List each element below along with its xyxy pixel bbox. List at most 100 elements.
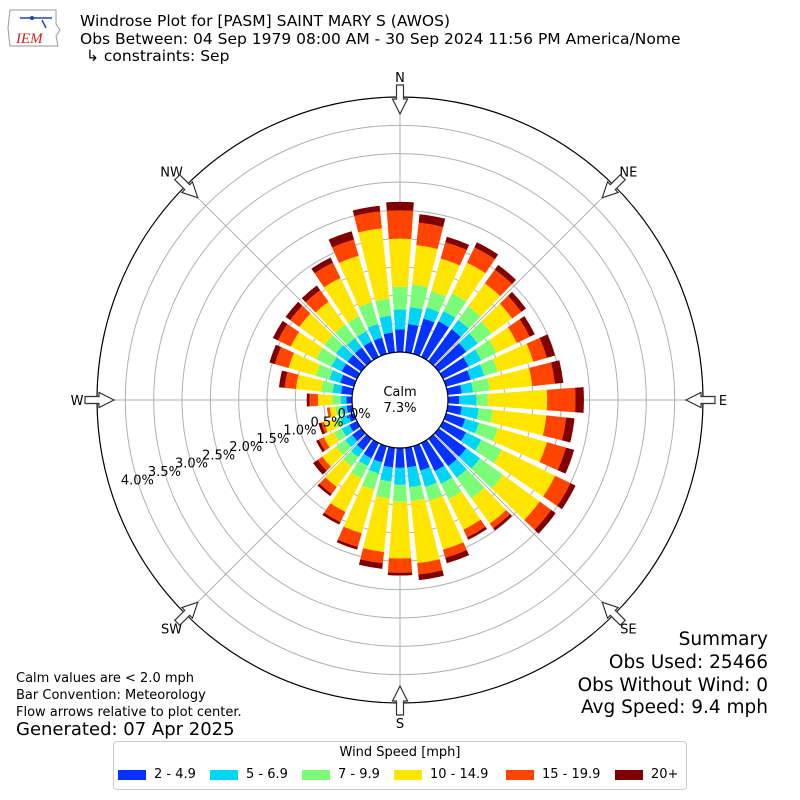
bar-segment	[269, 344, 282, 365]
bar-segment	[476, 393, 488, 407]
bar-segment	[331, 357, 347, 372]
bar-segment	[474, 242, 499, 260]
flow-arrow-icon	[684, 391, 716, 409]
bar-segment	[383, 446, 395, 468]
bar-segment	[447, 395, 460, 405]
bar-segment	[341, 363, 361, 379]
bar-segment	[330, 472, 362, 512]
bar-segment	[309, 393, 319, 407]
bar-segment	[557, 483, 576, 510]
bar-segment	[529, 362, 555, 387]
bar-segment	[409, 485, 425, 502]
generated-date: Generated: 07 Apr 2025	[16, 719, 235, 740]
bar-segment	[443, 370, 471, 387]
bar-segment	[421, 439, 445, 472]
bar-segment	[305, 290, 329, 313]
bar-segment	[458, 306, 481, 329]
bar-segment	[314, 262, 341, 288]
bar-segment	[451, 319, 469, 337]
bar-segment	[428, 434, 457, 467]
legend-item: 5 - 6.9	[210, 767, 288, 782]
legend-label: 2 - 4.9	[154, 767, 196, 782]
bar-segment	[392, 484, 408, 502]
bar-segment	[440, 477, 462, 500]
summary-obs-used: Obs Used: 25466	[608, 652, 768, 673]
bar-segment	[471, 378, 491, 393]
bar-segment	[316, 347, 337, 367]
bar-segment	[475, 339, 497, 361]
bar-segment	[313, 459, 327, 475]
bar-segment	[338, 255, 372, 307]
bar-segment	[373, 443, 387, 463]
bar-segment	[439, 357, 469, 379]
flow-note: Flow arrows relative to plot center.	[16, 705, 242, 720]
bar-segment	[446, 405, 462, 416]
compass-label: SE	[620, 622, 636, 637]
bar-segment	[489, 509, 511, 529]
bar-segment	[376, 479, 392, 499]
legend-title: Wind Speed [mph]	[339, 745, 461, 760]
legend-item: 10 - 14.9	[394, 767, 488, 782]
bar-segment	[456, 469, 485, 499]
flow-arrow-icon	[601, 173, 627, 199]
logo-text: IEM	[15, 31, 44, 47]
arrow-shape	[173, 601, 199, 627]
compass-label: N	[395, 71, 405, 86]
bar-segment	[329, 406, 337, 418]
arrow-shape	[173, 173, 199, 199]
bar-segment	[319, 477, 337, 494]
radial-tick-label: 3.0%	[175, 457, 208, 472]
radial-tick-label: 3.5%	[148, 465, 181, 480]
bar-segment	[311, 257, 334, 274]
bar-segment	[336, 539, 358, 550]
bar-segment	[315, 364, 333, 380]
bar-segment	[318, 422, 326, 435]
bar-segment	[418, 214, 446, 227]
bar-segment	[475, 439, 502, 464]
bar-segment	[410, 498, 440, 564]
chart-title: Windrose Plot for [PASM] SAINT MARY S (A…	[80, 12, 451, 30]
bar-segment	[534, 509, 556, 534]
bar-segment	[351, 428, 366, 442]
bar-segment	[352, 205, 381, 216]
flow-arrow-icon	[391, 84, 409, 116]
bar-segment	[412, 245, 438, 288]
bar-segment	[507, 291, 526, 312]
bar-segment	[421, 321, 450, 361]
bar-segment	[357, 331, 372, 347]
bar-segment	[318, 437, 330, 451]
bar-segment	[438, 311, 456, 328]
radial-tick-label: 1.5%	[256, 432, 289, 447]
bar-segment	[383, 332, 395, 354]
bar-segment	[489, 327, 517, 353]
compass-label: E	[719, 394, 727, 409]
bar-segment	[290, 331, 323, 360]
bar-segment	[332, 239, 359, 263]
bar-segment	[299, 313, 333, 346]
bar-segment	[491, 474, 540, 520]
bar-segment	[480, 358, 498, 376]
bar-segment	[494, 264, 517, 284]
calm-label: Calm	[383, 385, 416, 400]
bar-segment	[551, 360, 564, 384]
bar-segment	[335, 324, 356, 346]
arrow-shape	[601, 173, 627, 199]
bar-segment	[278, 370, 288, 388]
bar-segment	[468, 283, 501, 317]
bar-segment	[471, 458, 504, 489]
flow-arrow-icon	[173, 173, 199, 199]
bar-segment	[490, 409, 547, 436]
bar-segment	[346, 396, 353, 404]
bar-segment	[317, 394, 333, 406]
bar-segment	[469, 321, 492, 344]
bar-segment	[493, 449, 556, 497]
bar-segment	[434, 343, 467, 372]
compass-label: SW	[161, 622, 182, 637]
bar-segment	[350, 460, 368, 479]
legend: Wind Speed [mph] 2 - 4.9 5 - 6.9 7 - 9.9…	[113, 741, 687, 790]
bar-segment	[362, 469, 379, 490]
bar-segment	[459, 394, 477, 406]
bar-segment	[392, 286, 408, 310]
obs-range: Obs Between: 04 Sep 1979 08:00 AM - 30 S…	[80, 30, 681, 48]
bar-segment	[434, 428, 467, 457]
